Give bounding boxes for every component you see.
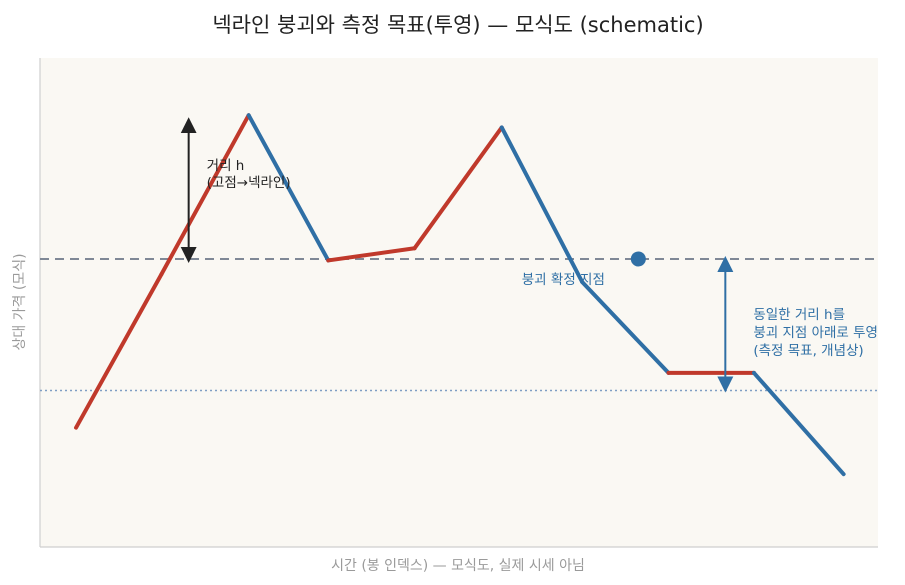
series-segment-4 [326, 246, 417, 263]
projection-label-line2: 붕괴 지점 아래로 투영 [753, 325, 878, 341]
series-segment-5 [412, 125, 504, 251]
x-axis-label: 시간 (봉 인덱스) — 모식도, 실제 시세 아님 [331, 558, 585, 574]
series-segment-2 [159, 113, 251, 277]
price-series [74, 113, 846, 477]
series-segment-3 [246, 113, 331, 263]
series-segment-1 [74, 272, 164, 430]
chart-title: 넥라인 붕괴와 측정 목표(투영) — 모식도 (schematic) [212, 13, 703, 37]
y-axis-label: 상대 가격 (모식) [12, 253, 28, 350]
series-segment-9 [751, 370, 846, 477]
height-label-line1: 거리 h [207, 158, 245, 174]
series-segment-7 [580, 279, 671, 375]
break-point-marker [630, 251, 646, 267]
series-segment-6 [499, 125, 585, 284]
height-label-line2: (고점→넥라인) [207, 175, 291, 191]
break-point-label: 붕괴 확정 지점 [522, 272, 605, 288]
projection-label-line1: 동일한 거리 h를 [753, 307, 845, 323]
projection-label-line3: (측정 목표, 개념상) [753, 343, 863, 359]
plot-area [40, 58, 878, 547]
